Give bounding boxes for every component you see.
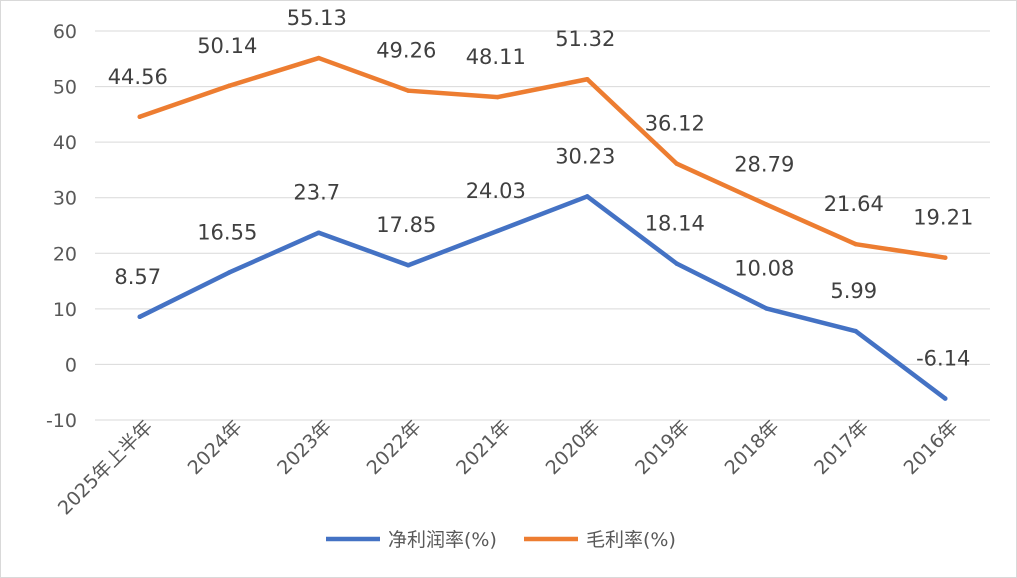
data-point xyxy=(853,241,858,247)
data-label: 19.21 xyxy=(913,206,973,230)
data-point xyxy=(674,161,679,166)
data-label: -6.14 xyxy=(916,347,970,371)
data-label: 21.64 xyxy=(824,192,884,216)
data-label: 44.56 xyxy=(108,65,168,89)
data-label: 48.11 xyxy=(466,45,526,69)
x-tick-label: 2019年 xyxy=(631,416,694,479)
data-point xyxy=(585,76,590,82)
data-label: 50.14 xyxy=(197,34,257,58)
data-point xyxy=(137,114,142,120)
x-tick-label: 2024年 xyxy=(184,416,247,479)
x-tick-label: 2016年 xyxy=(900,416,963,479)
data-point xyxy=(943,255,948,260)
data-labels: 8.57 16.55 23.7 17.85 24.03 30.23 18.14 10.08 5.… xyxy=(108,6,974,370)
data-point xyxy=(406,88,411,93)
gridlines xyxy=(95,30,990,421)
data-point xyxy=(495,94,500,100)
x-tick-label: 2021年 xyxy=(452,416,515,479)
data-point xyxy=(316,230,321,235)
y-tick-label: 50 xyxy=(53,77,77,99)
data-label: 49.26 xyxy=(376,39,436,63)
data-point xyxy=(943,396,948,401)
data-label: 16.55 xyxy=(197,220,257,244)
data-label: 23.7 xyxy=(293,181,340,205)
y-tick-label: -10 xyxy=(46,410,77,432)
y-tick-label: 10 xyxy=(53,299,77,321)
series-line-0 xyxy=(137,194,948,401)
data-point xyxy=(227,83,232,89)
data-label: 36.12 xyxy=(645,112,705,136)
data-point xyxy=(406,262,411,268)
x-tick-label: 2020年 xyxy=(542,416,605,479)
series-lines xyxy=(137,55,948,401)
data-label: 17.85 xyxy=(376,213,436,237)
y-tick-label: 40 xyxy=(53,132,77,154)
data-label: 10.08 xyxy=(734,256,794,280)
data-label: 18.14 xyxy=(645,212,705,236)
legend-label: 毛利率(%) xyxy=(586,529,676,551)
series-line-1 xyxy=(137,55,948,260)
data-label: 5.99 xyxy=(830,279,877,303)
data-point xyxy=(853,328,858,334)
data-label: 51.32 xyxy=(555,27,615,51)
data-label: 8.57 xyxy=(114,265,161,289)
data-label: 30.23 xyxy=(555,144,615,168)
y-tick-label: 0 xyxy=(65,354,77,376)
data-point xyxy=(316,55,321,61)
y-axis-ticks: -10 0 10 20 30 40 50 60 xyxy=(46,21,77,432)
data-label: 55.13 xyxy=(287,6,347,30)
data-point xyxy=(764,306,769,311)
x-tick-label: 2017年 xyxy=(810,416,873,479)
data-label: 24.03 xyxy=(466,179,526,203)
x-tick-label: 2018年 xyxy=(721,416,784,479)
legend-label: 净利润率(%) xyxy=(388,529,497,551)
y-tick-label: 20 xyxy=(53,243,77,265)
y-tick-label: 60 xyxy=(53,21,77,43)
y-tick-label: 30 xyxy=(53,188,77,210)
data-point xyxy=(674,261,679,266)
data-point xyxy=(764,202,769,207)
x-tick-label: 2023年 xyxy=(273,416,336,479)
data-point xyxy=(495,228,500,234)
data-label: 28.79 xyxy=(734,152,794,176)
data-point xyxy=(585,194,590,199)
legend: 净利润率(%) 毛利率(%) xyxy=(326,529,676,551)
data-point xyxy=(227,270,232,275)
data-point xyxy=(137,314,142,320)
x-axis-ticks: 2025年上半年 2024年 2023年 2022年 2021年 2020年 2019年 20… xyxy=(54,416,963,519)
x-tick-label: 2022年 xyxy=(363,416,426,479)
